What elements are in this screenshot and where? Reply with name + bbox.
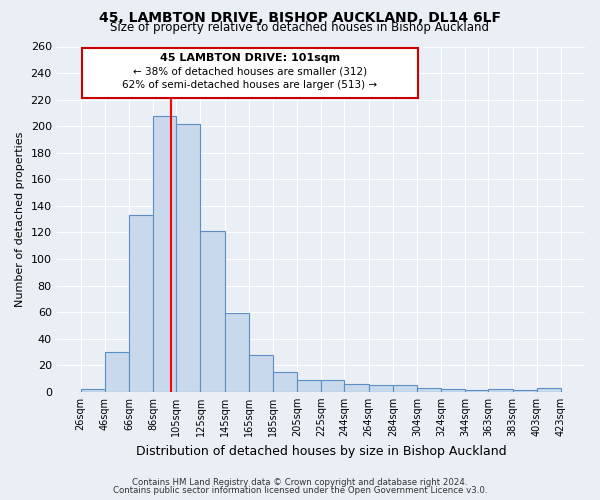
Bar	[105, 352, 129, 392]
Bar	[322, 380, 344, 392]
Bar	[368, 385, 393, 392]
Text: Contains HM Land Registry data © Crown copyright and database right 2024.: Contains HM Land Registry data © Crown c…	[132, 478, 468, 487]
Bar	[393, 385, 417, 392]
Bar	[82, 48, 418, 98]
Bar	[466, 390, 488, 392]
Text: 45, LAMBTON DRIVE, BISHOP AUCKLAND, DL14 6LF: 45, LAMBTON DRIVE, BISHOP AUCKLAND, DL14…	[99, 12, 501, 26]
Bar	[417, 388, 441, 392]
Bar	[344, 384, 368, 392]
Bar	[273, 372, 297, 392]
Bar	[200, 231, 224, 392]
Text: 45 LAMBTON DRIVE: 101sqm: 45 LAMBTON DRIVE: 101sqm	[160, 54, 340, 64]
Bar	[441, 389, 466, 392]
Text: 62% of semi-detached houses are larger (513) →: 62% of semi-detached houses are larger (…	[122, 80, 377, 90]
Y-axis label: Number of detached properties: Number of detached properties	[15, 132, 25, 307]
Text: ← 38% of detached houses are smaller (312): ← 38% of detached houses are smaller (31…	[133, 66, 367, 76]
Bar	[537, 388, 561, 392]
Bar	[153, 116, 176, 392]
Bar	[249, 354, 273, 392]
Bar	[512, 390, 537, 392]
X-axis label: Distribution of detached houses by size in Bishop Auckland: Distribution of detached houses by size …	[136, 444, 506, 458]
Bar	[80, 389, 105, 392]
Bar	[224, 314, 249, 392]
Bar	[488, 389, 512, 392]
Text: Size of property relative to detached houses in Bishop Auckland: Size of property relative to detached ho…	[110, 22, 490, 35]
Bar	[297, 380, 322, 392]
Bar	[129, 215, 153, 392]
Bar	[176, 124, 200, 392]
Text: Contains public sector information licensed under the Open Government Licence v3: Contains public sector information licen…	[113, 486, 487, 495]
